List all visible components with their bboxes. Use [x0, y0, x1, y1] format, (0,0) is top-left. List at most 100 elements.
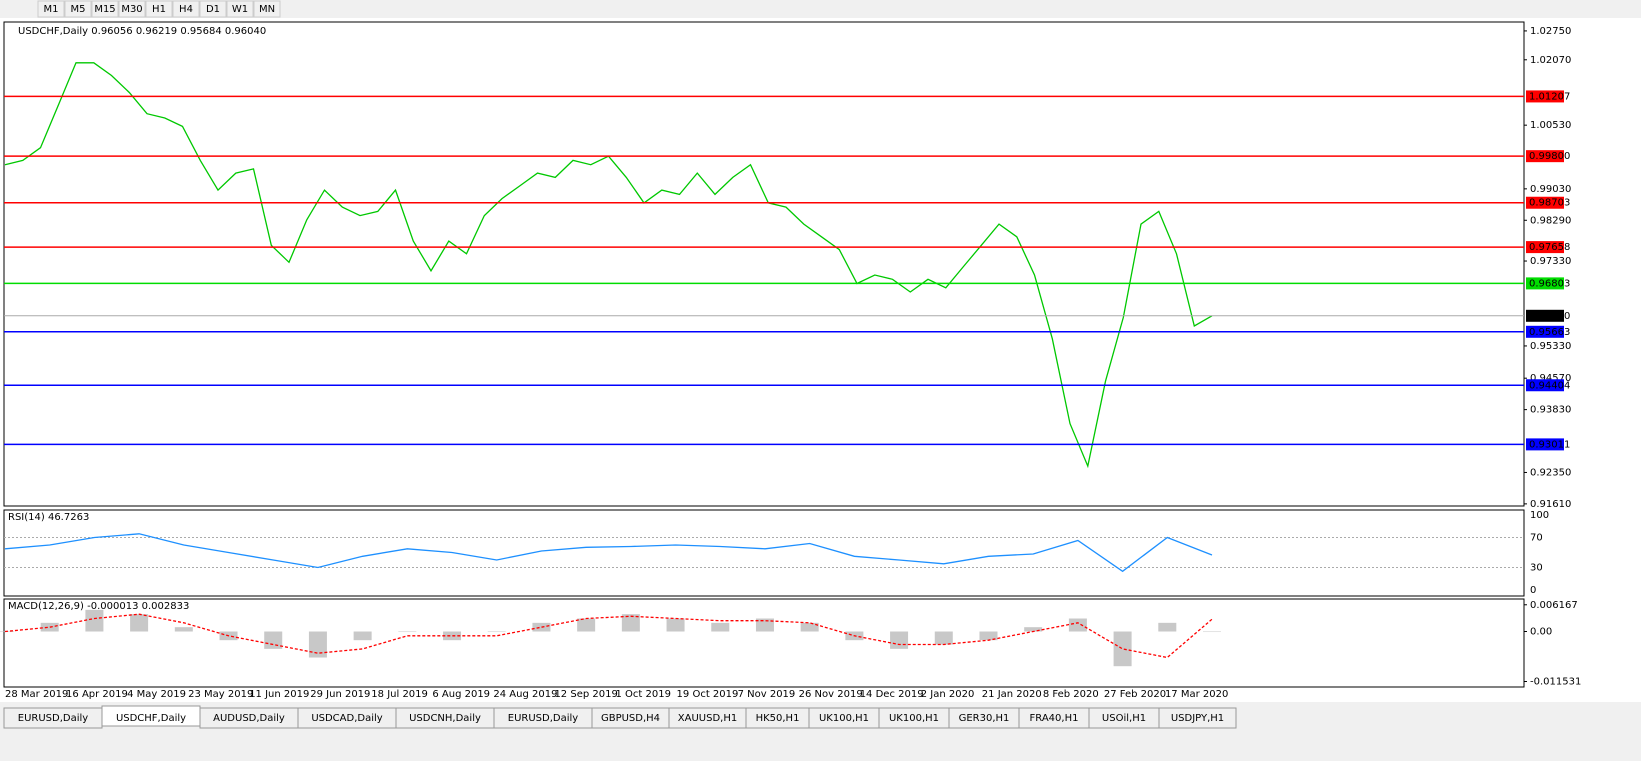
macd-bar [934, 631, 953, 645]
price-tick-label: 0.98290 [1530, 215, 1571, 226]
level-label: 1.01207 [1529, 91, 1570, 102]
macd-bar [443, 631, 462, 641]
macd-bar [1113, 631, 1132, 667]
level-label-box [1526, 277, 1564, 290]
rsi-tick-label: 0 [1530, 585, 1536, 596]
date-label: 8 Feb 2020 [1043, 689, 1099, 700]
date-label: 6 Aug 2019 [432, 689, 490, 700]
timeframe-button[interactable] [199, 0, 227, 18]
macd-bar [1024, 627, 1043, 632]
tab-label: EURUSD,Daily [508, 713, 579, 724]
price-pane [3, 21, 1525, 507]
rsi-line [4, 533, 1213, 573]
macd-bar [264, 631, 283, 649]
macd-bar [666, 618, 685, 632]
macd-bar [85, 609, 104, 632]
macd-bar [40, 622, 59, 632]
tab-label: EURUSD,Daily [18, 713, 89, 724]
macd-bar [800, 622, 819, 632]
timeframe-label: M15 [94, 4, 115, 15]
level-label: 0.96040 [1529, 311, 1570, 322]
date-label: 12 Sep 2019 [554, 689, 617, 700]
date-label: 14 Dec 2019 [860, 689, 924, 700]
date-label: 24 Aug 2019 [493, 689, 557, 700]
tab-label: GER30,H1 [959, 713, 1010, 724]
date-label: 21 Jan 2020 [982, 689, 1042, 700]
timeframe-label: MN [259, 4, 275, 15]
timeframe-button[interactable] [253, 0, 281, 18]
tab-label: UK100,H1 [889, 713, 939, 724]
timeframe-button[interactable] [226, 0, 254, 18]
level-label: 0.93011 [1529, 439, 1570, 450]
rsi-pane [3, 509, 1525, 597]
rsi-title: RSI(14) 46.7263 [8, 512, 89, 523]
level-label-box [1526, 325, 1564, 338]
date-label: 16 Apr 2019 [66, 689, 128, 700]
macd-bar [755, 618, 774, 632]
level-label-box [1526, 241, 1564, 254]
tab[interactable] [1158, 707, 1237, 729]
macd-bar [890, 631, 909, 649]
date-label: 17 Mar 2020 [1165, 689, 1228, 700]
price-tick-label: 0.94570 [1530, 373, 1571, 384]
timeframe-button[interactable] [64, 0, 92, 18]
tab-label: USOil,H1 [1102, 713, 1146, 724]
level-label: 0.94404 [1529, 380, 1570, 391]
price-tick-label: 1.02070 [1530, 55, 1571, 66]
timeframe-label: M30 [121, 4, 142, 15]
price-tick-label: 0.99030 [1530, 184, 1571, 195]
timeframe-label: H1 [152, 4, 166, 15]
timeframe-label: W1 [232, 4, 248, 15]
macd-bar [308, 631, 327, 658]
price-tick-label: 0.91610 [1530, 499, 1571, 510]
date-label: 27 Feb 2020 [1104, 689, 1166, 700]
tab-label: FRA40,H1 [1030, 713, 1079, 724]
level-label: 0.98703 [1529, 198, 1570, 209]
macd-bar [621, 614, 640, 632]
date-label: 29 Jun 2019 [310, 689, 370, 700]
macd-bar [979, 631, 998, 641]
macd-tick-label: 0.00 [1530, 627, 1552, 638]
tab-label: GBPUSD,H4 [601, 713, 660, 724]
timeframe-button[interactable] [118, 0, 146, 18]
date-label: 28 Mar 2019 [5, 689, 68, 700]
macd-bar [353, 631, 372, 641]
tab-label: UK100,H1 [819, 713, 869, 724]
macd-bar [1068, 618, 1087, 632]
rsi-tick-label: 100 [1530, 510, 1549, 521]
level-label: 0.95663 [1529, 327, 1570, 338]
date-label: 2 Jan 2020 [921, 689, 975, 700]
timeframe-label: M1 [44, 4, 59, 15]
timeframe-label: H4 [179, 4, 193, 15]
macd-pane [3, 598, 1525, 688]
macd-bar [1158, 622, 1177, 632]
date-label: 7 Nov 2019 [738, 689, 796, 700]
date-label: 4 May 2019 [127, 689, 186, 700]
price-tick-label: 1.02750 [1530, 26, 1571, 37]
date-label: 26 Nov 2019 [799, 689, 863, 700]
macd-signal [4, 613, 1213, 659]
tab-label: AUDUSD,Daily [213, 713, 285, 724]
level-label-box [1526, 196, 1564, 209]
tab-label: USDCNH,Daily [409, 713, 481, 724]
timeframe-button[interactable] [91, 0, 119, 18]
date-label: 18 Jul 2019 [371, 689, 428, 700]
date-label: 1 Oct 2019 [616, 689, 671, 700]
price-tick-label: 0.92350 [1530, 467, 1571, 478]
tab-label: USDJPY,H1 [1171, 713, 1224, 724]
timeframe-label: D1 [206, 4, 220, 15]
level-label: 0.97658 [1529, 242, 1570, 253]
level-label-box [1526, 309, 1564, 322]
timeframe-button[interactable] [37, 0, 65, 18]
macd-bar [532, 622, 551, 632]
rsi-tick-label: 30 [1530, 563, 1543, 574]
price-tick-label: 0.93830 [1530, 405, 1571, 416]
tab-label: USDCHF,Daily [116, 713, 186, 724]
tab-label: HK50,H1 [756, 713, 800, 724]
macd-bar [174, 627, 193, 632]
macd-bar [130, 614, 149, 632]
macd-bar [487, 631, 506, 633]
timeframe-button[interactable] [172, 0, 200, 18]
timeframe-button[interactable] [145, 0, 173, 18]
